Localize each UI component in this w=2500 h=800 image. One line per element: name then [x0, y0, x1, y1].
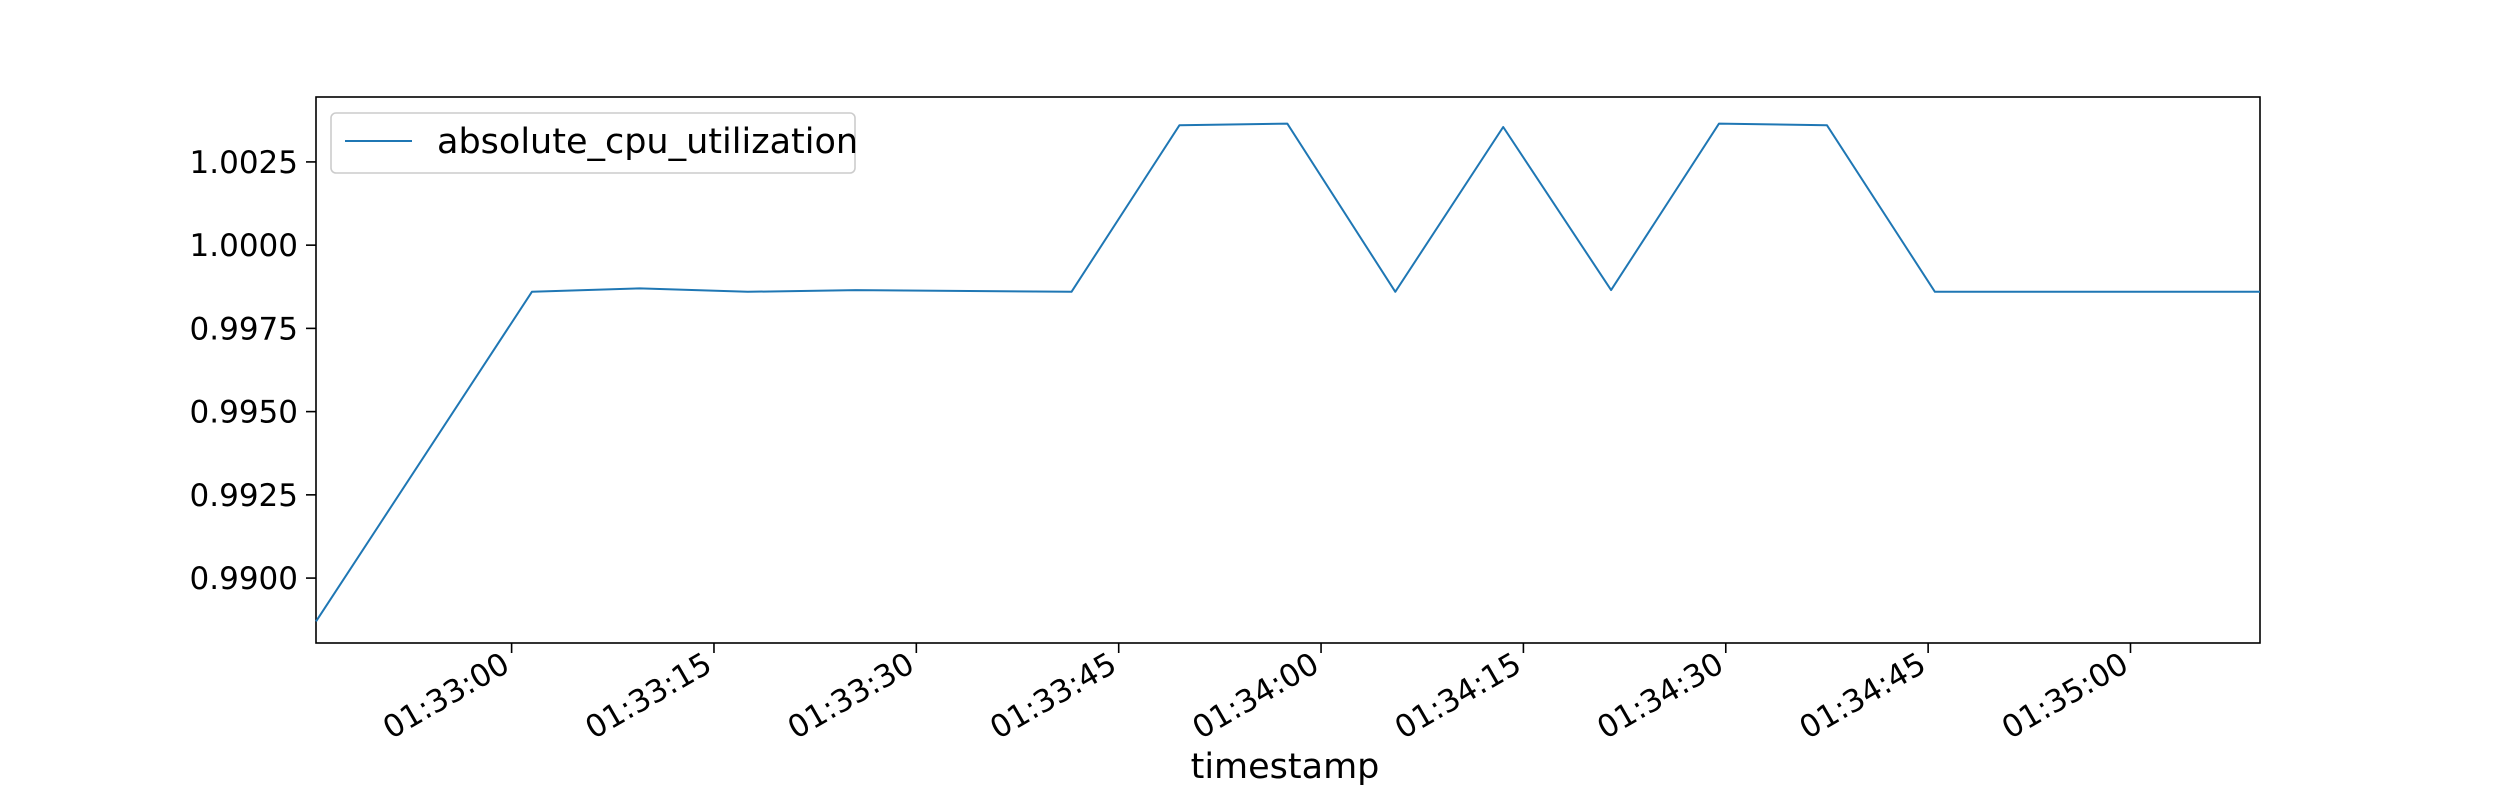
- x-tick-label: 01:34:00: [1186, 646, 1325, 747]
- legend-box: [330, 112, 856, 174]
- series-line-absolute-cpu-utilization: [315, 122, 2260, 622]
- plot-area: [315, 96, 2261, 644]
- y-tick-label: 1.0025: [190, 145, 298, 181]
- legend-label-absolute-cpu-utilization: absolute_cpu_utilization: [437, 122, 858, 162]
- x-tick-label: 01:34:45: [1794, 646, 1933, 747]
- y-tick-label: 0.9900: [190, 561, 298, 597]
- legend: absolute_cpu_utilization: [330, 112, 858, 174]
- y-tick-label: 1.0000: [190, 228, 298, 264]
- x-tick-label: 01:33:30: [782, 646, 921, 747]
- x-tick-label: 01:35:00: [1996, 646, 2135, 747]
- x-axis-title: timestamp: [1191, 747, 1380, 787]
- x-tick-label: 01:34:15: [1389, 646, 1528, 747]
- y-tick-label: 0.9950: [190, 395, 298, 431]
- y-axis: 0.9900 0.9925 0.9950 0.9975 1.0000 1.0025: [190, 145, 316, 597]
- y-tick-label: 0.9925: [190, 478, 298, 514]
- y-tick-label: 0.9975: [190, 311, 298, 347]
- x-tick-label: 01:34:30: [1591, 646, 1730, 747]
- series-lines: [315, 122, 2260, 622]
- x-tick-label: 01:33:00: [377, 646, 516, 747]
- x-tick-label: 01:33:45: [984, 646, 1123, 747]
- plot-frame: [315, 96, 2261, 644]
- x-tick-label: 01:33:15: [579, 646, 718, 747]
- x-axis: 01:33:00 01:33:15 01:33:30 01:33:45 01:34:00…: [377, 643, 2134, 747]
